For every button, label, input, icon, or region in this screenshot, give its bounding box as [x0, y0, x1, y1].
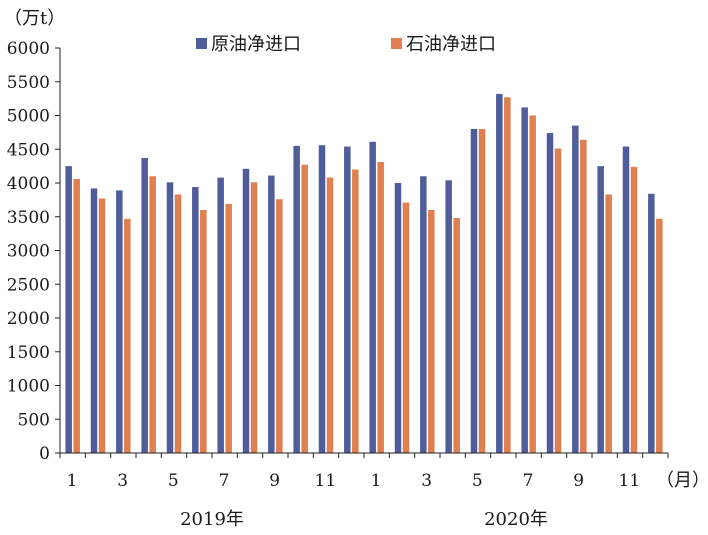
bar-crude-oil-2019-02	[90, 188, 98, 453]
legend-swatch-crude-oil	[196, 38, 207, 49]
bar-petroleum-2020-11	[630, 166, 638, 454]
y-axis-unit-label: （万t）	[4, 8, 65, 29]
x-axis-unit-label: （月）	[656, 470, 708, 491]
legend-swatch-petroleum	[391, 38, 402, 49]
bar-petroleum-2019-10	[301, 164, 308, 453]
year-label: 2020年	[484, 509, 548, 530]
bar-crude-oil-2019-06	[192, 187, 199, 454]
bar-crude-oil-2020-01	[369, 141, 376, 453]
bar-crude-oil-2020-12	[648, 193, 655, 454]
bar-crude-oil-2019-01	[65, 166, 72, 454]
year-label: 2019年	[180, 509, 244, 530]
bar-crude-oil-2019-09	[268, 175, 275, 453]
bar-petroleum-2019-05	[174, 194, 182, 454]
y-tick-label: 4500	[7, 140, 50, 160]
legend: 原油净进口 石油净进口	[196, 34, 496, 55]
bar-crude-oil-2019-08	[242, 168, 250, 453]
y-tick-label: 5500	[7, 73, 50, 93]
x-tick-label: 9	[573, 471, 584, 491]
bar-crude-oil-2020-06	[496, 93, 503, 454]
bar-crude-oil-2020-10	[597, 166, 604, 454]
y-axis: 0 500 1000 1500 2000 2500 3000 3500 4000 4500 5000…	[7, 39, 61, 464]
x-tick-label: 11	[315, 471, 337, 491]
bar-petroleum-2019-12	[352, 169, 359, 453]
bar-petroleum-2020-01	[377, 162, 384, 453]
x-tick-label: 7	[523, 471, 534, 491]
bar-petroleum-2020-10	[605, 194, 612, 454]
bar-petroleum-2019-03	[124, 218, 131, 453]
legend-label-crude-oil: 原油净进口	[211, 34, 301, 55]
x-tick-label: 3	[117, 471, 128, 491]
bar-crude-oil-2019-03	[116, 190, 123, 453]
bar-petroleum-2019-11	[326, 177, 334, 453]
y-tick-label: 500	[18, 410, 50, 430]
bar-petroleum-2020-03	[428, 210, 435, 453]
x-tick-label: 5	[472, 471, 483, 491]
bar-petroleum-2020-08	[554, 148, 562, 453]
x-tick-label: 7	[219, 471, 230, 491]
bar-petroleum-2019-01	[73, 178, 80, 453]
bar-crude-oil-2020-02	[394, 183, 402, 453]
bar-crude-oil-2019-10	[293, 145, 300, 454]
bar-crude-oil-2020-03	[420, 176, 427, 453]
bar-petroleum-2019-08	[250, 182, 258, 453]
bar-petroleum-2020-07	[529, 115, 536, 453]
y-tick-label: 3500	[7, 208, 50, 228]
y-tick-label: 1000	[7, 377, 50, 397]
bar-petroleum-2020-02	[402, 202, 410, 453]
legend-label-petroleum: 石油净进口	[406, 34, 496, 55]
x-tick-label: 1	[371, 471, 382, 491]
x-tick-label: 11	[619, 471, 641, 491]
bar-petroleum-2019-06	[200, 210, 207, 453]
y-tick-label: 4000	[7, 174, 50, 194]
bar-crude-oil-2020-09	[572, 125, 579, 454]
bar-crude-oil-2019-12	[344, 146, 351, 454]
bar-petroleum-2020-06	[504, 97, 511, 453]
x-tick-label: 3	[421, 471, 432, 491]
bar-petroleum-2019-07	[225, 203, 232, 453]
bar-petroleum-2020-04	[453, 218, 460, 453]
bar-crude-oil-2019-07	[217, 177, 224, 453]
bars	[65, 93, 663, 454]
bar-petroleum-2020-12	[656, 218, 663, 453]
x-tick-label: 5	[168, 471, 179, 491]
bar-crude-oil-2019-11	[318, 145, 326, 453]
bar-crude-oil-2019-04	[141, 158, 148, 453]
bar-crude-oil-2019-05	[166, 182, 174, 453]
y-tick-label: 2500	[7, 275, 50, 295]
x-tick-label: 9	[269, 471, 280, 491]
y-tick-label: 0	[39, 444, 50, 464]
bar-crude-oil-2020-05	[470, 129, 478, 453]
bar-petroleum-2019-02	[98, 198, 106, 453]
y-tick-label: 3000	[7, 242, 50, 262]
bar-crude-oil-2020-08	[546, 133, 554, 454]
bar-petroleum-2019-04	[149, 176, 156, 453]
y-tick-label: 5000	[7, 107, 50, 127]
y-tick-label: 6000	[7, 39, 50, 59]
bar-petroleum-2020-05	[478, 129, 486, 453]
bar-crude-oil-2020-07	[521, 107, 528, 454]
bar-crude-oil-2020-11	[622, 146, 630, 454]
bar-crude-oil-2020-04	[445, 180, 452, 454]
bar-petroleum-2020-09	[580, 139, 587, 454]
y-tick-label: 2000	[7, 309, 50, 329]
x-tick-label: 1	[67, 471, 78, 491]
y-tick-label: 1500	[7, 343, 50, 363]
bar-petroleum-2019-09	[276, 199, 283, 453]
